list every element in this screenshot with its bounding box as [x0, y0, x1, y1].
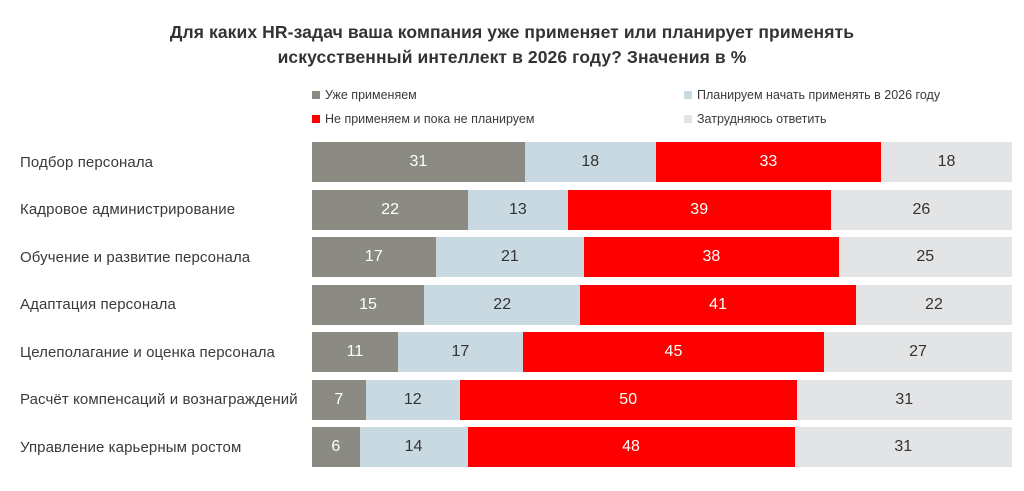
bar-segment: 18: [881, 142, 1013, 182]
chart-row: Расчёт компенсаций и вознаграждений 7 12 5…: [0, 379, 1024, 420]
segment-value: 11: [346, 343, 364, 360]
legend: Уже применяем Не применяем и пока не пла…: [312, 87, 1024, 127]
segment-value: 39: [690, 200, 709, 218]
segment-value: 21: [501, 248, 519, 265]
bar-segment: 6: [312, 427, 360, 467]
legend-marker-icon: [312, 114, 320, 123]
chart-row: Подбор персонала 31 18 33 18: [0, 142, 1024, 182]
legend-item: Уже применяем: [312, 87, 684, 103]
bar-segment: 31: [312, 142, 525, 182]
segment-value: 33: [759, 153, 778, 170]
stacked-bar: 7 12 50 31: [312, 379, 1013, 420]
bar-segment: 7: [312, 379, 366, 420]
segment-value: 22: [493, 295, 512, 313]
bar-segment: 31: [794, 427, 1013, 467]
legend-label: Планируем начать применять в 2026 году: [697, 88, 941, 102]
bar-segment: 18: [524, 142, 656, 182]
bar-segment: 21: [435, 237, 585, 277]
chart-row: Обучение и развитие персонала 17 21 38 25: [0, 237, 1024, 277]
legend-item: Планируем начать применять в 2026 году: [684, 87, 1024, 103]
chart-row: Кадровое администрирование 22 13 39 26: [0, 189, 1024, 230]
legend-item: Затрудняюсь ответить: [684, 111, 1024, 127]
bar-segment: 22: [312, 189, 469, 230]
segment-value: 22: [925, 295, 943, 313]
category-label: Управление карьерным ростом: [20, 438, 242, 456]
category-label: Подбор персонала: [20, 153, 154, 171]
segment-value: 31: [409, 153, 428, 170]
bar-segment: 17: [397, 332, 523, 372]
bar-segment: 26: [830, 189, 1012, 230]
stacked-bar: 17 21 38 25: [312, 237, 1012, 277]
segment-value: 31: [895, 390, 914, 408]
bar-segment: 14: [359, 427, 468, 467]
bar-segment: 45: [522, 332, 825, 372]
stacked-bar: 11 17 45 27: [312, 332, 1012, 372]
bar-segment: 22: [855, 284, 1013, 325]
stacked-bar: 31 18 33 18: [312, 142, 1013, 182]
category-label: Обучение и развитие персонала: [20, 248, 251, 266]
segment-value: 17: [364, 248, 383, 265]
bar-segment: 33: [655, 142, 882, 182]
segment-value: 14: [404, 438, 423, 455]
segment-value: 48: [622, 438, 640, 455]
chart-title: Для каких HR-задач ваша компания уже при…: [169, 22, 855, 67]
legend-marker-icon: [312, 90, 320, 99]
legend-label: Не применяем и пока не планируем: [325, 112, 535, 126]
bar-segment: 25: [838, 237, 1012, 277]
bar-segment: 41: [580, 284, 856, 325]
bar-segment: 31: [796, 379, 1013, 420]
bar-segment: 11: [312, 332, 398, 372]
stacked-bar: 6 14 48 31: [312, 427, 1013, 467]
category-label: Расчёт компенсаций и вознаграждений: [20, 391, 298, 408]
segment-value: 22: [381, 200, 399, 218]
segment-value: 13: [509, 200, 527, 218]
segment-value: 12: [403, 390, 422, 408]
segment-value: 7: [334, 390, 344, 408]
segment-value: 50: [619, 390, 638, 408]
segment-value: 18: [937, 153, 956, 170]
legend-label: Уже применяем: [325, 88, 417, 102]
segment-value: 26: [912, 200, 931, 218]
segment-value: 18: [581, 153, 600, 170]
stacked-bar: 22 13 39 26: [312, 189, 1012, 230]
bar-segment: 39: [567, 189, 831, 230]
segment-value: 15: [359, 295, 377, 313]
bar-segment: 38: [584, 237, 839, 277]
segment-value: 25: [916, 248, 935, 265]
bar-segment: 48: [467, 427, 795, 467]
chart-row: Адаптация персонала 15 22 41 22: [0, 284, 1024, 325]
category-label: Кадровое администрирование: [20, 201, 236, 218]
bar-segment: 27: [824, 332, 1012, 372]
bar-segment: 13: [468, 189, 568, 230]
bar-segment: 15: [312, 284, 425, 325]
segment-value: 27: [909, 343, 927, 360]
bar-segment: 17: [312, 237, 436, 277]
legend-marker-icon: [684, 114, 692, 123]
legend-marker-icon: [684, 90, 692, 99]
legend-label: Затрудняюсь ответить: [697, 112, 827, 126]
chart-row: Управление карьерным ростом 6 14 48 31: [0, 427, 1024, 467]
segment-value: 17: [451, 343, 470, 360]
stacked-bar-chart: Подбор персонала 31 18 33 18 Кадровое админ…: [0, 142, 1024, 467]
segment-value: 31: [894, 438, 913, 455]
segment-value: 45: [664, 343, 683, 360]
stacked-bar: 15 22 41 22: [312, 284, 1013, 325]
bar-segment: 50: [459, 379, 797, 420]
segment-value: 6: [331, 438, 341, 455]
category-label: Адаптация персонала: [20, 296, 176, 313]
bar-segment: 12: [365, 379, 460, 420]
bar-segment: 22: [424, 284, 581, 325]
category-label: Целеполагание и оценка персонала: [20, 343, 275, 361]
segment-value: 38: [702, 248, 721, 265]
chart-row: Целеполагание и оценка персонала 11 17 45 2…: [0, 332, 1024, 372]
legend-item: Не применяем и пока не планируем: [312, 111, 684, 127]
segment-value: 41: [709, 295, 727, 313]
